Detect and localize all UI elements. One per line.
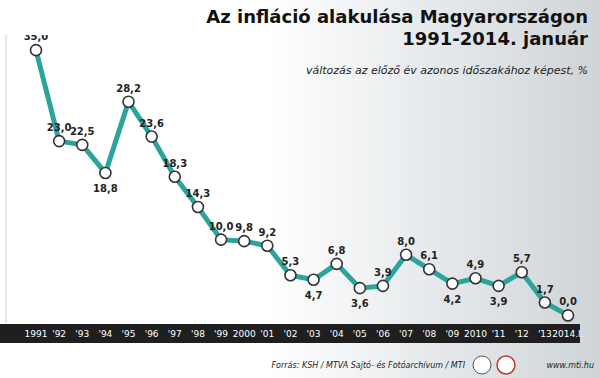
svg-text:2014.I.: 2014.I. [552, 329, 583, 339]
svg-text:23,6: 23,6 [139, 118, 164, 129]
svg-text:'09: '09 [445, 329, 459, 339]
svg-text:4,9: 4,9 [467, 259, 485, 270]
svg-text:35,0: 35,0 [24, 35, 49, 42]
svg-text:'12: '12 [515, 329, 529, 339]
svg-text:'96: '96 [145, 329, 159, 339]
svg-text:'05: '05 [353, 329, 367, 339]
svg-text:'99: '99 [214, 329, 228, 339]
svg-text:'06: '06 [376, 329, 390, 339]
svg-text:28,2: 28,2 [116, 83, 141, 94]
svg-text:6,8: 6,8 [328, 245, 346, 256]
svg-text:5,7: 5,7 [513, 253, 531, 264]
svg-text:3,9: 3,9 [490, 296, 508, 307]
svg-text:'94: '94 [98, 329, 112, 339]
svg-text:14,3: 14,3 [186, 188, 211, 199]
svg-text:9,8: 9,8 [235, 222, 253, 233]
svg-text:3,9: 3,9 [374, 267, 392, 278]
svg-text:18,8: 18,8 [93, 183, 118, 194]
svg-text:'13: '13 [538, 329, 552, 339]
html-text:1991-2014. január: 1991-2014. január [402, 28, 588, 49]
html-text:www.mti.hu: www.mti.hu [546, 361, 594, 370]
svg-text:22,5: 22,5 [70, 126, 95, 137]
html-text:változás az előző év azonos id: változás az előző év azonos időszakához … [305, 64, 588, 77]
svg-text:3,6: 3,6 [351, 298, 369, 309]
svg-text:0,0: 0,0 [559, 296, 577, 307]
svg-text:'93: '93 [75, 329, 89, 339]
svg-text:18,3: 18,3 [162, 158, 187, 169]
svg-text:'95: '95 [122, 329, 136, 339]
svg-text:2000: 2000 [233, 329, 256, 339]
svg-text:'08: '08 [422, 329, 436, 339]
svg-text:'07: '07 [399, 329, 413, 339]
html-text:Az infláció alakulása Magyaror: Az infláció alakulása Magyarországon [206, 6, 588, 27]
svg-text:23,0: 23,0 [47, 122, 72, 133]
svg-text:'92: '92 [52, 329, 66, 339]
svg-text:2010: 2010 [464, 329, 487, 339]
svg-text:8,0: 8,0 [397, 236, 415, 247]
html-text:Forrás: KSH / MTVA Sajtó- és F: Forrás: KSH / MTVA Sajtó- és Fotóarchívu… [271, 361, 465, 370]
svg-text:1,7: 1,7 [536, 284, 554, 295]
svg-text:4,7: 4,7 [305, 290, 323, 301]
svg-text:4,2: 4,2 [443, 294, 461, 305]
svg-text:10,0: 10,0 [209, 221, 234, 232]
svg-text:'03: '03 [307, 329, 321, 339]
svg-text:'01: '01 [260, 329, 274, 339]
svg-text:5,3: 5,3 [282, 256, 300, 267]
svg-text:'98: '98 [191, 329, 205, 339]
svg-text:'04: '04 [330, 329, 344, 339]
svg-text:'97: '97 [168, 329, 182, 339]
svg-text:'02: '02 [283, 329, 297, 339]
svg-text:9,2: 9,2 [258, 227, 276, 238]
svg-text:'11: '11 [492, 329, 506, 339]
svg-text:6,1: 6,1 [420, 250, 438, 261]
svg-text:1991: 1991 [25, 329, 48, 339]
